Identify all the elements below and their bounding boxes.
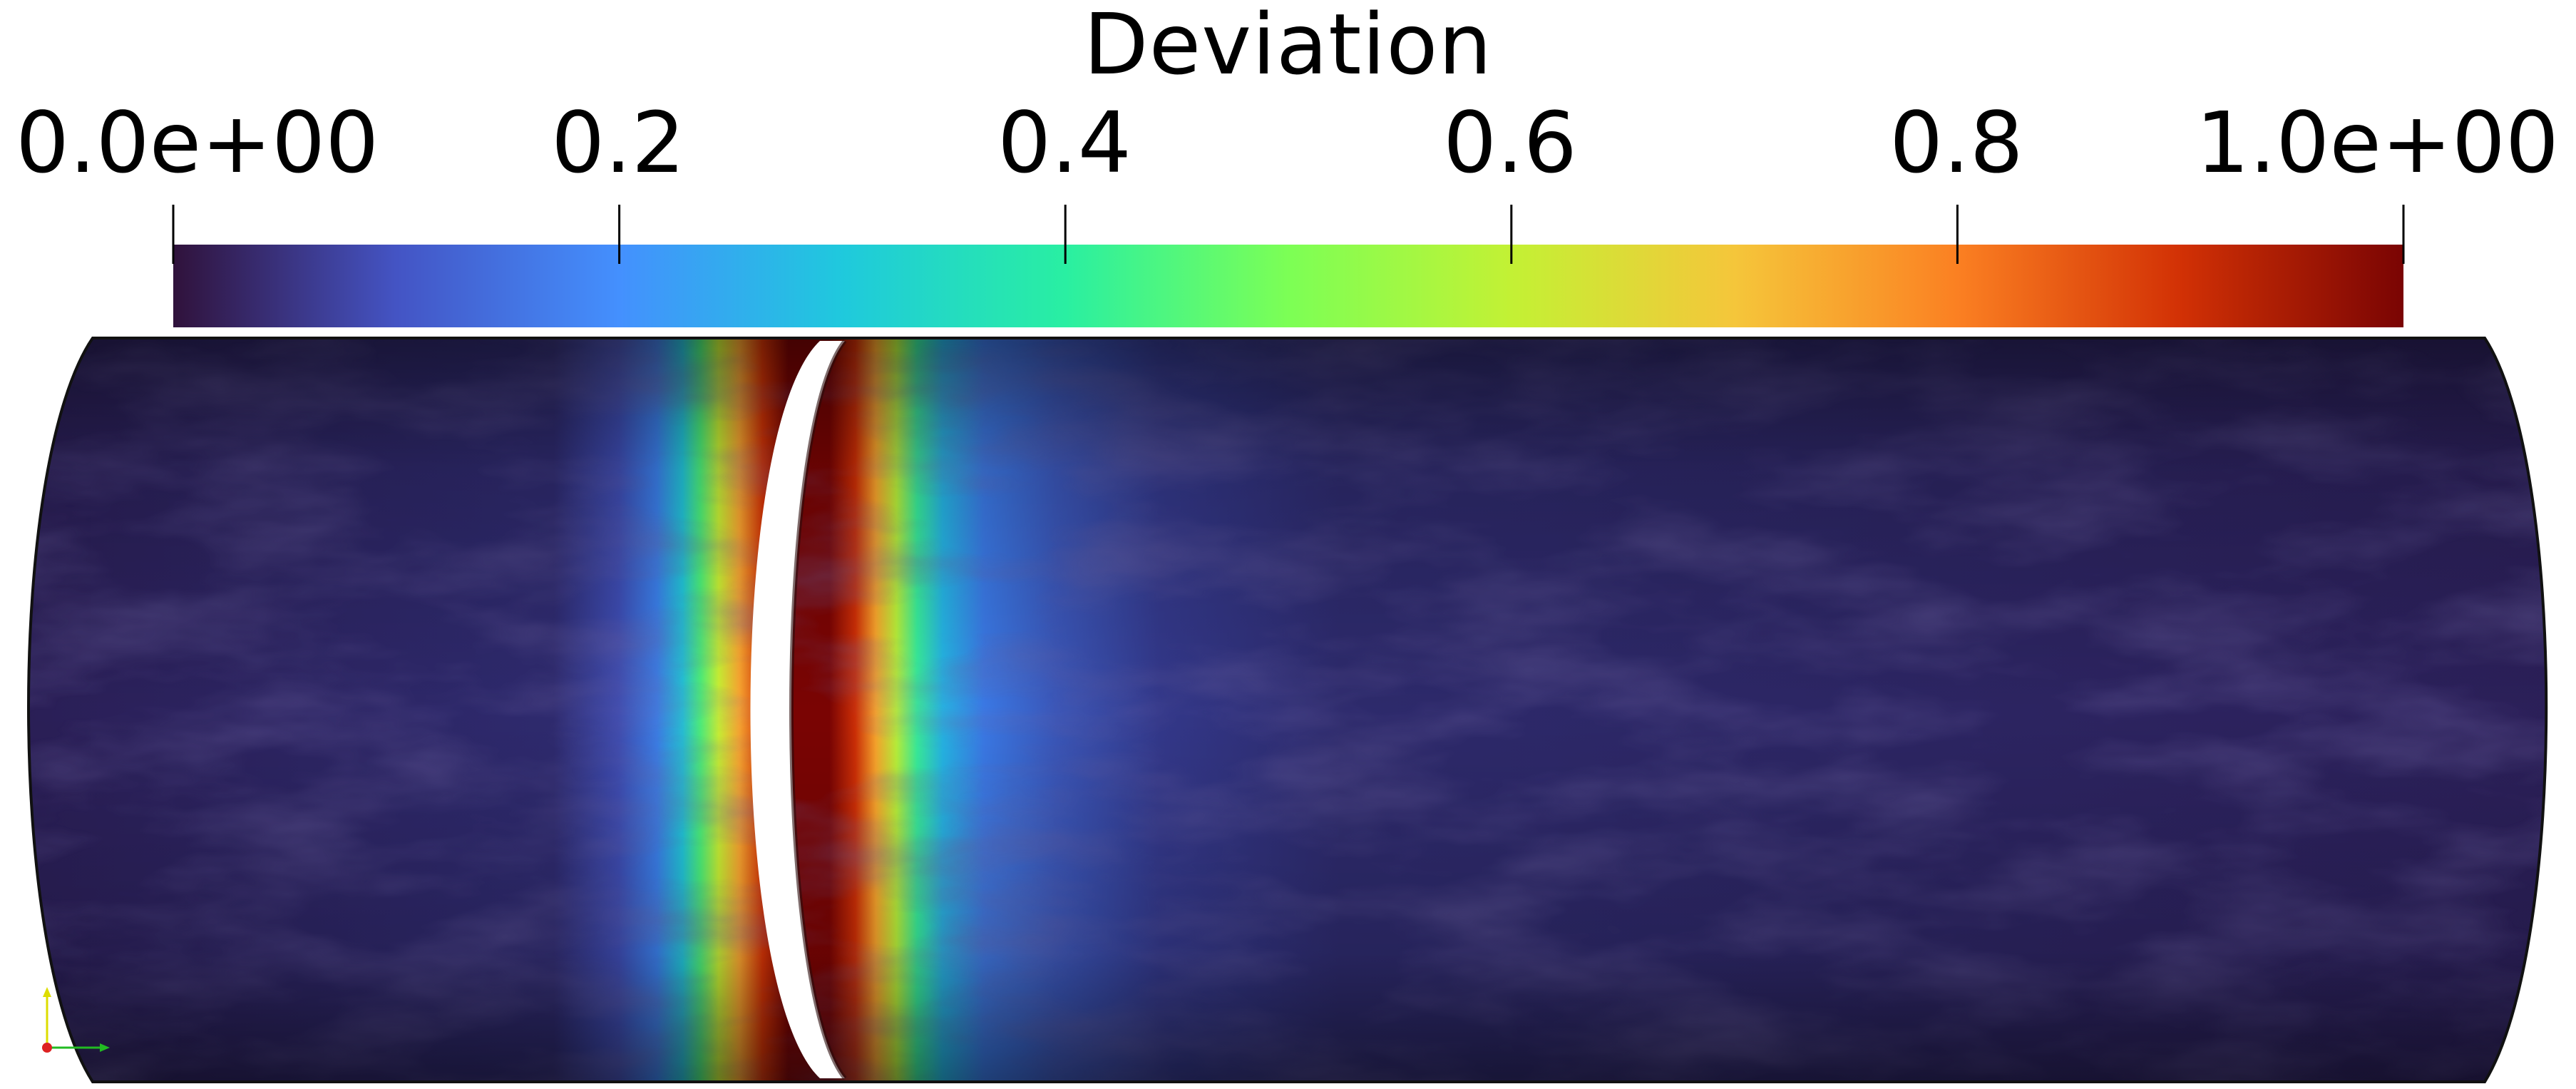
cylinder-gap-ring bbox=[750, 341, 845, 1078]
orientation-axes-icon bbox=[42, 987, 110, 1053]
colorbar-tick-label: 0.8 bbox=[1889, 93, 2023, 192]
colorbar-tick-label: 0.6 bbox=[1443, 93, 1577, 192]
colorbar-tick-label: 0.0e+00 bbox=[16, 93, 379, 192]
cylinder-surface[interactable] bbox=[0, 335, 2576, 1089]
colorbar-tick-label: 0.4 bbox=[997, 93, 1132, 192]
colorbar-tick-label: 0.2 bbox=[551, 93, 685, 192]
colorbar bbox=[173, 245, 2403, 327]
cylinder-gap-edge bbox=[789, 339, 847, 1080]
colorbar-title: Deviation bbox=[1083, 0, 1493, 93]
cylinder-outline bbox=[27, 337, 2548, 1083]
colorbar-ticks bbox=[172, 205, 2405, 264]
colorbar-tick-label: 1.0e+00 bbox=[2195, 93, 2559, 192]
